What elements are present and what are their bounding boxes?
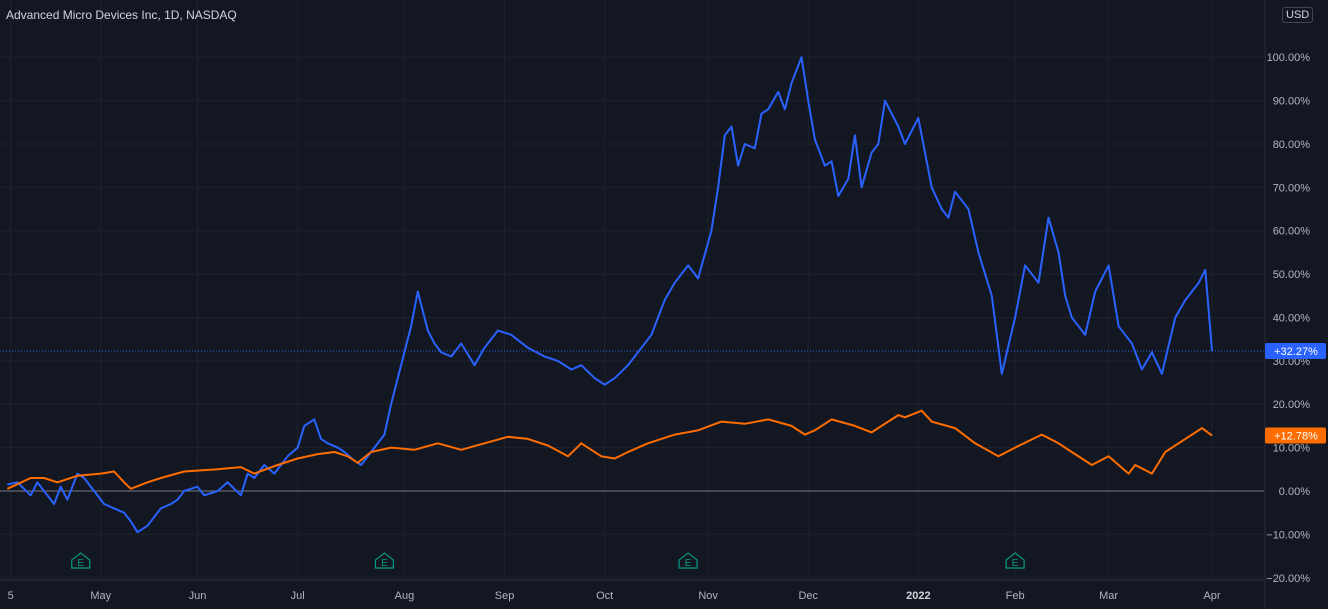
earnings-badge	[374, 552, 395, 569]
earnings-badge-label: E	[381, 558, 388, 569]
y-tick-label: 80.00%	[1273, 139, 1311, 151]
symbol-title: Advanced Micro Devices Inc, 1D, NASDAQ	[6, 8, 237, 22]
x-tick-label: 5	[8, 590, 14, 602]
earnings-badge-label: E	[77, 558, 84, 569]
series-line-comparison	[6, 409, 1213, 490]
x-tick-label: Oct	[596, 590, 613, 602]
y-tick-label: −10.00%	[1266, 529, 1310, 541]
earnings-badge	[71, 552, 91, 569]
last-value-text: +12.78%	[1274, 431, 1318, 443]
x-tick-label: Feb	[1006, 590, 1025, 602]
x-tick-label: Dec	[798, 590, 818, 602]
chart-grid	[0, 0, 1264, 580]
y-tick-label: 10.00%	[1273, 443, 1311, 455]
currency-button[interactable]: USD	[1282, 7, 1314, 23]
y-tick-label: 100.00%	[1267, 52, 1311, 64]
x-tick-label: 2022	[906, 590, 930, 602]
earnings-badge	[678, 552, 698, 569]
earnings-badge-label: E	[1012, 558, 1019, 569]
y-tick-label: −20.00%	[1266, 573, 1310, 585]
y-tick-label: 40.00%	[1273, 312, 1311, 324]
y-tick-label: 90.00%	[1273, 96, 1311, 108]
y-tick-label: 0.00%	[1279, 486, 1310, 498]
y-tick-label: 60.00%	[1273, 226, 1311, 238]
chart-series	[0, 56, 1264, 534]
last-value-text: +32.27%	[1274, 346, 1318, 358]
x-tick-label: Sep	[495, 590, 515, 602]
time-scale[interactable]: 5 May Jun Jul Aug Sep Oct Nov Dec 2022 Feb Mar Apr	[0, 579, 1264, 602]
x-tick-label: Aug	[395, 590, 415, 602]
x-tick-label: May	[90, 590, 111, 602]
series-line-primary	[7, 56, 1213, 534]
price-scale[interactable]: −20.00%−10.00%0.00%10.00%20.00%30.00%40.…	[1264, 0, 1311, 609]
y-tick-label: 20.00%	[1273, 399, 1311, 411]
x-tick-label: Nov	[698, 590, 718, 602]
last-value-labels: +32.27% +12.78%	[1265, 343, 1326, 444]
x-tick-label: Apr	[1203, 590, 1220, 602]
x-tick-label: Jun	[189, 590, 207, 602]
last-value-badge	[1265, 427, 1326, 444]
y-tick-label: 70.00%	[1273, 182, 1311, 194]
x-tick-label: Jul	[291, 590, 305, 602]
earnings-badge	[1005, 552, 1025, 569]
y-tick-label: 50.00%	[1273, 269, 1311, 281]
last-value-badge	[1265, 343, 1326, 360]
earnings-badge-label: E	[685, 558, 692, 569]
x-tick-label: Mar	[1099, 590, 1118, 602]
